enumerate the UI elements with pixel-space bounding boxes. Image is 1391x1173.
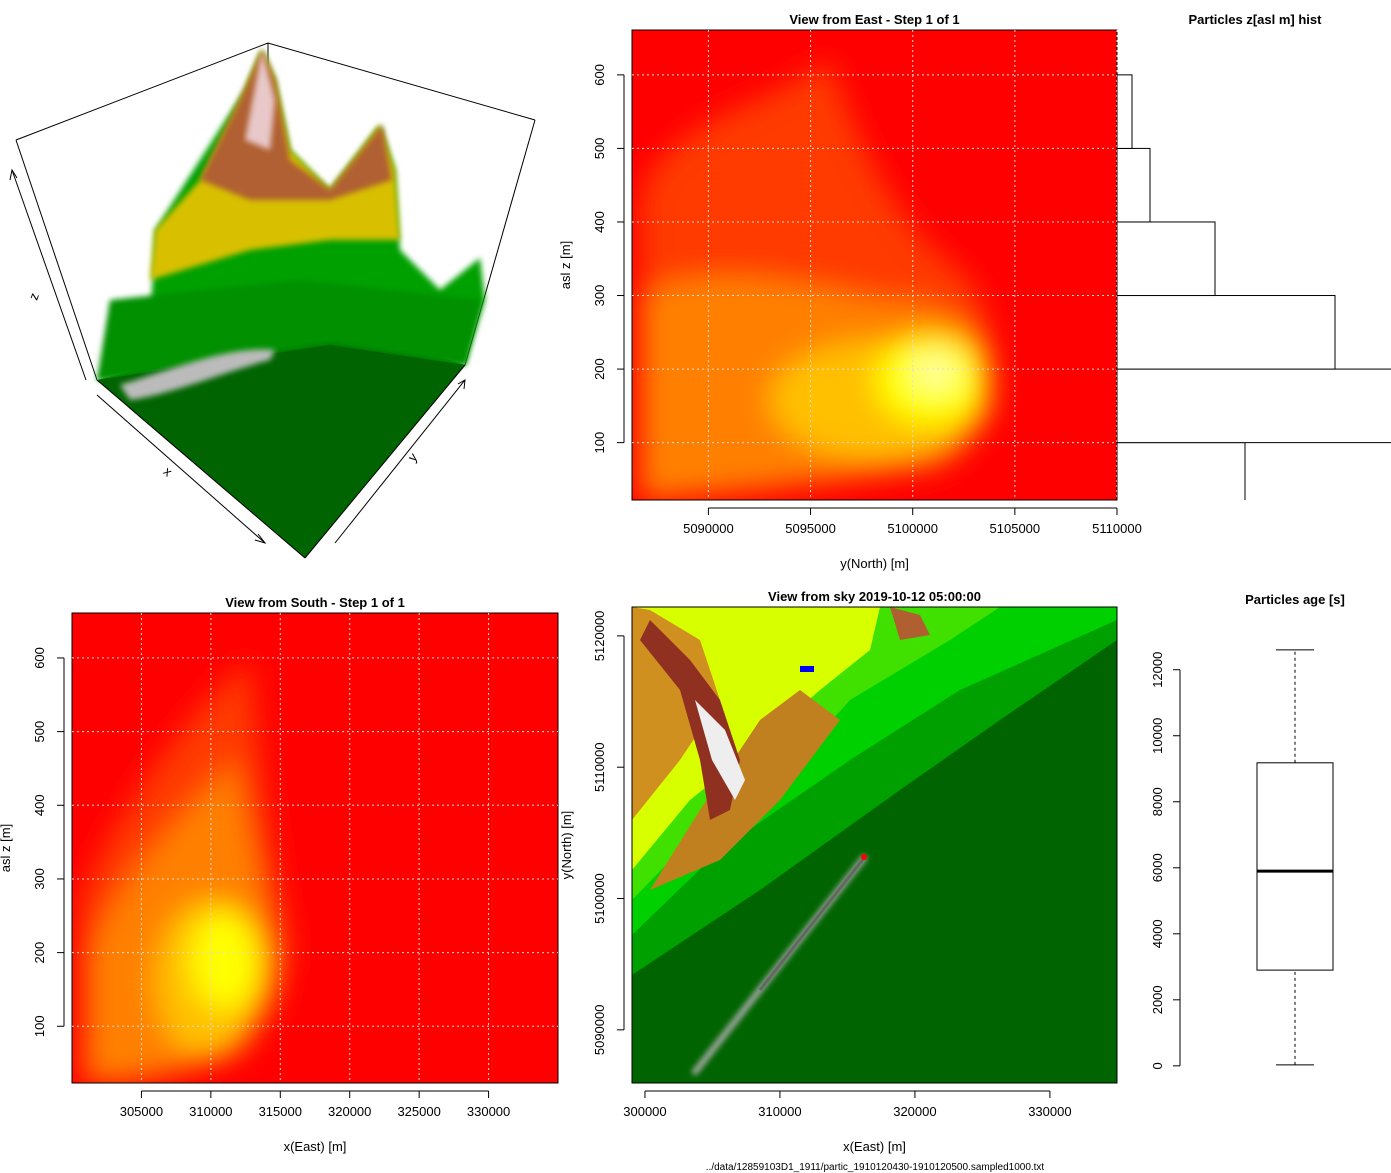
y-tick-label: 5110000 [592,742,607,792]
x-tick-label: 310000 [189,1104,232,1119]
x-tick-label: 315000 [259,1104,302,1119]
plot-frame [71,612,559,1084]
x-axis-label: x(East) [m] [843,1139,906,1154]
y-tick-label: 4000 [1150,919,1165,948]
terrain-map [632,607,1117,1083]
x-tick-label: 5095000 [785,521,836,536]
x-axis-label: x(East) [m] [284,1139,347,1154]
density-east [632,30,1117,500]
y-tick-label: 200 [592,358,607,380]
chart-title: Particles age [s] [1245,592,1345,607]
bar [1117,368,1391,444]
y-axis-label: y(North) [m] [559,811,574,880]
axis-label-y: y [405,449,421,464]
x-tick-label: 5105000 [990,521,1041,536]
y-tick-label: 10000 [1150,718,1165,754]
y-tick-label: 300 [592,285,607,307]
x-tick-label: 305000 [120,1104,163,1119]
bar [1117,221,1216,297]
y-axis-label: asl z [m] [558,241,573,289]
x-tick-label: 5090000 [683,521,734,536]
density-south [72,613,558,1083]
chart-title: View from South - Step 1 of 1 [225,595,405,610]
y-tick-label: 5090000 [592,1005,607,1056]
x-tick-label: 300000 [623,1104,666,1119]
x-tick-label: 330000 [1028,1104,1071,1119]
axis-label-x: x [161,464,176,480]
y-tick-label: 400 [592,211,607,233]
y-tick-label: 300 [32,868,47,890]
axis-label-z: z [26,291,42,302]
y-tick-label: 400 [32,794,47,816]
y-tick-label: 500 [592,138,607,160]
y-tick-label: 6000 [1150,853,1165,882]
chart-title: Particles z[asl m] hist [1189,12,1323,27]
x-tick-label: 320000 [328,1104,371,1119]
y-tick-label: 0 [1150,1062,1165,1069]
x-tick-label: 325000 [397,1104,440,1119]
histogram-bars [1117,74,1391,500]
x-axis-label: y(North) [m] [840,556,909,571]
y-tick-label: 2000 [1150,985,1165,1014]
bar [1117,74,1133,149]
y-tick-label: 200 [32,942,47,964]
bar [1117,442,1246,500]
y-tick-label: 100 [32,1015,47,1037]
y-tick-label: 600 [592,64,607,86]
plot-frame [631,606,1118,1084]
y-tick-label: 8000 [1150,787,1165,816]
y-tick-label: 5100000 [592,873,607,924]
bar [1117,295,1336,370]
x-tick-label: 320000 [893,1104,936,1119]
y-tick-label: 12000 [1150,652,1165,688]
caption: ../data/12859103D1_1911/partic_191012043… [706,1162,1045,1173]
x-tick-label: 5110000 [1092,521,1142,536]
x-tick-label: 5100000 [887,521,938,536]
y-axis-label: asl z [m] [0,824,13,872]
y-tick-label: 5120000 [592,611,607,662]
box [1256,762,1334,971]
chart-title: View from East - Step 1 of 1 [789,12,959,27]
y-tick-label: 500 [32,721,47,743]
y-tick-label: 600 [32,647,47,669]
x-tick-label: 330000 [467,1104,510,1119]
x-tick-label: 310000 [758,1104,801,1119]
y-tick-label: 100 [592,432,607,454]
chart-title: View from sky 2019-10-12 05:00:00 [768,589,981,604]
bar [1117,147,1151,223]
surface-3d [9,42,536,559]
